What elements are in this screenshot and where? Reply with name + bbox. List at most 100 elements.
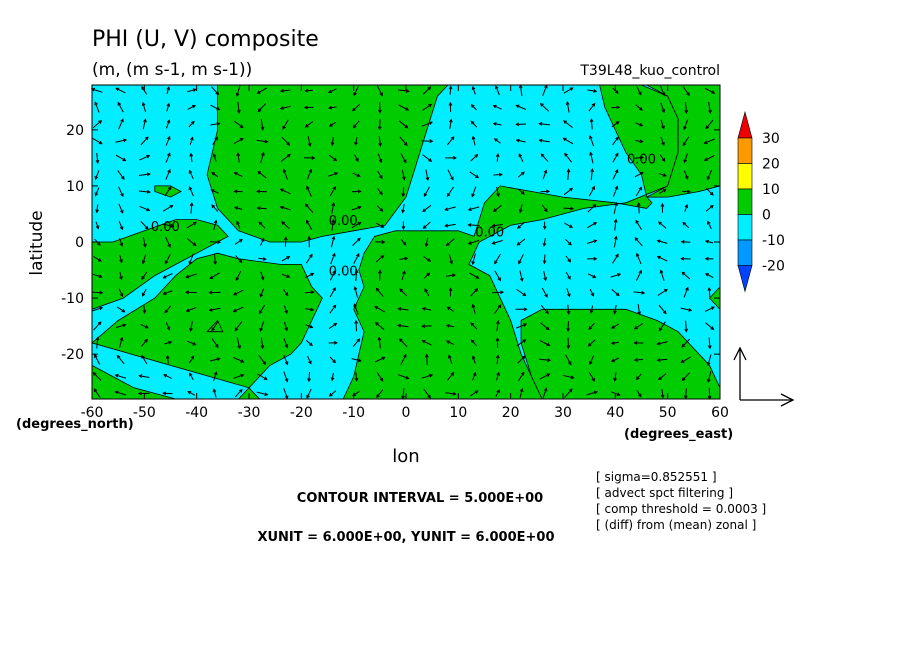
wind-vector — [444, 223, 456, 228]
wind-vector — [515, 323, 528, 329]
wind-vector — [612, 253, 619, 264]
wind-vector — [211, 204, 219, 212]
wind-vector — [448, 287, 453, 297]
wind-vector — [658, 321, 666, 332]
wind-vector — [115, 154, 127, 162]
wind-vector — [139, 154, 151, 161]
wind-vector — [496, 320, 500, 332]
wind-vector — [656, 358, 668, 362]
wind-vector — [682, 136, 690, 147]
wind-vector — [260, 151, 265, 164]
wind-vector — [705, 119, 714, 130]
wind-vector — [658, 304, 667, 315]
wind-vector — [353, 303, 359, 315]
wind-vector — [328, 322, 338, 330]
wind-vector — [657, 288, 668, 296]
wind-vector — [588, 185, 595, 197]
wind-vector — [283, 236, 288, 247]
wind-vector — [353, 286, 359, 298]
wind-vector — [233, 138, 244, 144]
wind-vector — [188, 169, 194, 180]
wind-vector — [446, 136, 455, 146]
wind-vector — [281, 273, 291, 278]
wind-vector — [117, 101, 124, 113]
wind-vector — [703, 155, 715, 161]
run-name: T39L48_kuo_control — [579, 63, 720, 79]
wind-vector — [634, 172, 644, 178]
wind-vector — [303, 105, 314, 110]
wind-vector — [118, 186, 124, 198]
wind-vector — [234, 206, 243, 210]
colorbar-segment — [737, 188, 753, 215]
wind-vector — [305, 307, 315, 312]
wind-vector — [116, 354, 125, 365]
wind-vector — [279, 105, 291, 110]
wind-vector — [164, 305, 172, 314]
wind-vector — [166, 86, 170, 95]
wind-vector — [281, 136, 291, 146]
wind-vector — [162, 273, 173, 279]
wind-vector — [682, 221, 690, 229]
wind-vector — [92, 137, 103, 145]
wind-vector — [542, 221, 547, 230]
wind-vector — [141, 354, 148, 365]
wind-vector — [610, 357, 620, 363]
wind-vector — [421, 139, 434, 144]
wind-vector — [189, 136, 194, 145]
wind-vector — [706, 371, 712, 383]
wind-vector — [376, 205, 384, 212]
x-tick-label: -50 — [133, 405, 156, 421]
colorbar: 30 20 10 0 -10 -20 — [737, 110, 785, 293]
wind-vector — [491, 223, 503, 228]
wind-vector — [189, 321, 193, 332]
wind-vector — [448, 354, 453, 365]
wind-vector — [539, 373, 551, 380]
wind-vector — [352, 120, 360, 129]
wind-vector — [448, 101, 453, 112]
wind-vector — [634, 155, 645, 160]
positive-region-south-east — [520, 308, 721, 400]
wind-vector — [704, 239, 714, 244]
wind-vector — [448, 254, 453, 265]
colorbar-segment — [737, 163, 753, 190]
wind-vector — [516, 238, 526, 246]
wind-vector — [422, 154, 433, 162]
wind-vector — [397, 307, 409, 311]
wind-vector — [377, 170, 383, 180]
wind-vector — [424, 237, 429, 248]
wind-vector — [588, 322, 595, 331]
wind-vector — [211, 172, 219, 178]
wind-vector — [117, 170, 125, 180]
wind-vector — [538, 122, 551, 126]
wind-vector — [517, 188, 525, 195]
wind-vector — [401, 221, 406, 231]
wind-vector — [186, 238, 197, 247]
wind-vector — [235, 270, 242, 282]
wind-vector — [259, 288, 265, 298]
wind-vector — [565, 238, 572, 246]
wind-vector — [119, 255, 123, 264]
wind-vector — [142, 118, 147, 130]
wind-vector — [235, 85, 241, 97]
wind-vector — [236, 337, 242, 350]
wind-vector — [539, 339, 551, 346]
wind-vector — [163, 374, 172, 379]
colorbar-segment — [737, 239, 753, 266]
note-4: [ (diff) from (mean) zonal ] — [596, 518, 756, 532]
wind-vector — [329, 287, 336, 298]
wind-vector — [705, 187, 714, 196]
wind-vector — [306, 185, 312, 197]
wind-vector — [236, 220, 241, 229]
wind-vector — [210, 189, 219, 194]
wind-vector — [114, 373, 127, 379]
wind-vector — [94, 187, 100, 197]
wind-vector — [540, 304, 549, 314]
wind-vector — [114, 390, 127, 396]
wind-vector — [164, 186, 172, 197]
x-tick-label: 0 — [402, 405, 411, 421]
x-tick-label: -30 — [238, 405, 261, 421]
wind-vector — [421, 324, 432, 329]
wind-vector — [565, 101, 570, 113]
wind-vector — [306, 388, 312, 399]
contour-label: 0.00 — [329, 214, 358, 229]
